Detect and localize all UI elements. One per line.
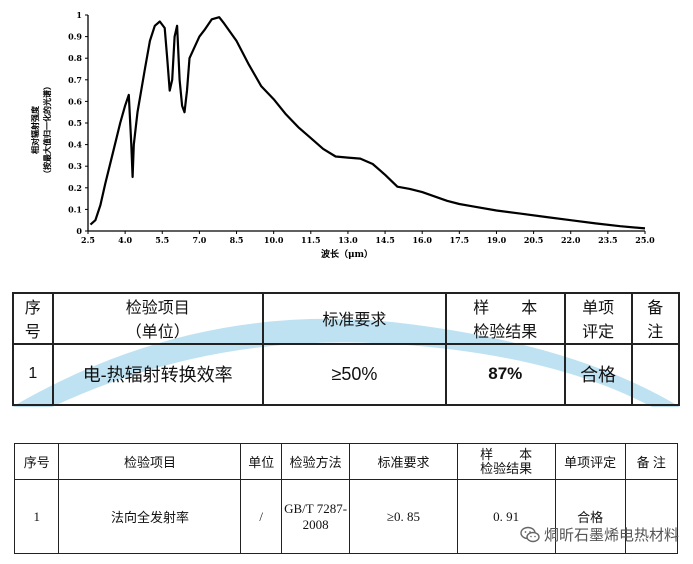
cell-seq: 1 — [13, 479, 60, 554]
spectrum-line — [89, 16, 646, 230]
header-unit: 单位 — [240, 443, 282, 480]
y-axis-label-line2: （按最大值归一化的光谱） — [42, 82, 52, 178]
x-tick-label: 7.0 — [192, 235, 206, 245]
x-tick-label: 19.0 — [487, 235, 507, 245]
y-tick-label: 0.9 — [68, 32, 82, 42]
y-tick-label: 0.4 — [68, 140, 82, 150]
header-req-text: 标准要求 — [322, 312, 387, 330]
y-tick-label: 0.8 — [68, 53, 82, 63]
x-tick-label: 17.5 — [450, 235, 469, 245]
x-tick-label: 2.5 — [81, 235, 95, 245]
x-tick-label: 8.5 — [230, 235, 244, 245]
cell-item: 法向全发射率 — [58, 479, 242, 554]
header-evaluation: 单项 评定 — [563, 292, 633, 345]
watermark: 烔昕石墨烯电热材料 — [520, 524, 679, 545]
header-requirement: 标准要求 — [261, 292, 448, 345]
header-method: 检验方法 — [280, 443, 351, 480]
x-tick-label: 13.0 — [338, 235, 358, 245]
x-tick-label: 14.5 — [375, 235, 394, 245]
y-tick-label: 0.5 — [68, 118, 82, 128]
cell-requirement: ≥0. 85 — [349, 479, 458, 554]
watermark-text: 烔昕石墨烯电热材料 — [543, 527, 679, 544]
x-tick-label: 16.0 — [412, 235, 432, 245]
header-item: 检验项目 — [58, 443, 242, 480]
header-seq: 序号 — [13, 443, 60, 480]
x-tick-label: 23.5 — [598, 235, 617, 245]
cell-note — [624, 479, 679, 554]
header-seq: 序 号 — [12, 292, 54, 345]
x-axis-label: 波长（μm） — [321, 248, 373, 260]
y-tick-label: 0.7 — [68, 75, 82, 85]
y-axis-label-line1: 相对辐射强度 — [30, 105, 40, 154]
test-report-table-2: 序号 检验项目 单位 检验方法 标准要求 样 本 检验结果 单项评定 备 注 1… — [13, 443, 679, 554]
x-tick-label: 4.0 — [118, 235, 132, 245]
cell-result: 87% — [445, 342, 566, 407]
x-ticks: 2.5 4.0 5.5 7.0 8.5 10.0 11.5 13.0 14.5 16.0 17.5 1… — [81, 231, 655, 245]
x-tick-label: 22.0 — [561, 235, 581, 245]
y-tick-label: 0.1 — [68, 204, 82, 214]
y-tick-label: 0.6 — [68, 96, 82, 106]
header-result: 样 本 检验结果 — [445, 292, 566, 345]
cell-method: GB/T 7287- 2008 — [280, 479, 351, 554]
x-tick-label: 5.5 — [155, 235, 169, 245]
y-axis-label: 相对辐射强度 （按最大值归一化的光谱） — [30, 82, 52, 178]
header-result: 样 本 检验结果 — [456, 443, 556, 480]
cell-item: 电-热辐射转换效率 — [51, 342, 264, 407]
cell-evaluation: 合格 — [563, 342, 633, 407]
y-tick-label: 0 — [76, 226, 82, 236]
x-tick-label: 20.5 — [524, 235, 543, 245]
test-report-table-1: 序 号 检验项目 （单位） 标准要求 样 本 检验结果 单项 评定 备 注 1 … — [12, 292, 680, 407]
wechat-icon — [520, 526, 540, 542]
cell-note — [630, 342, 680, 407]
x-tick-label: 10.0 — [264, 235, 284, 245]
header-note-text: 备 注 — [647, 300, 664, 342]
header-eval-text: 单项 评定 — [582, 300, 615, 342]
header-requirement: 标准要求 — [349, 443, 458, 480]
cell-unit: / — [240, 479, 282, 554]
spectrum-chart: 相对辐射强度 （按最大值归一化的光谱） 2.5 4.0 5.5 7.0 8.5 10.0 1… — [30, 10, 655, 260]
header-note: 备 注 — [624, 443, 679, 480]
cell-requirement: ≥50% — [261, 342, 448, 407]
header-note: 备 注 — [630, 292, 680, 345]
header-evaluation: 单项评定 — [554, 443, 626, 480]
x-tick-label: 11.5 — [301, 235, 320, 245]
table-row: 1 电-热辐射转换效率 ≥50% 87% 合格 — [12, 342, 680, 407]
y-ticks: 0 0.1 0.2 0.3 0.4 0.5 0.6 0.7 0.8 0.9 1 — [68, 10, 88, 236]
header-seq-text: 序 号 — [24, 300, 41, 342]
cell-seq: 1 — [12, 342, 54, 407]
y-tick-label: 1 — [76, 10, 82, 20]
plot-frame — [87, 15, 645, 232]
header-result-text: 样 本 检验结果 — [473, 300, 538, 342]
header-item: 检验项目 （单位） — [51, 292, 264, 345]
header-item-text: 检验项目 （单位） — [125, 300, 190, 342]
y-tick-label: 0.3 — [68, 161, 82, 171]
x-tick-label: 25.0 — [635, 235, 655, 245]
cell-evaluation: 合格 — [554, 479, 626, 554]
table-row: 1 法向全发射率 / GB/T 7287- 2008 ≥0. 85 0. 91 … — [13, 479, 679, 554]
y-tick-label: 0.2 — [68, 183, 82, 193]
